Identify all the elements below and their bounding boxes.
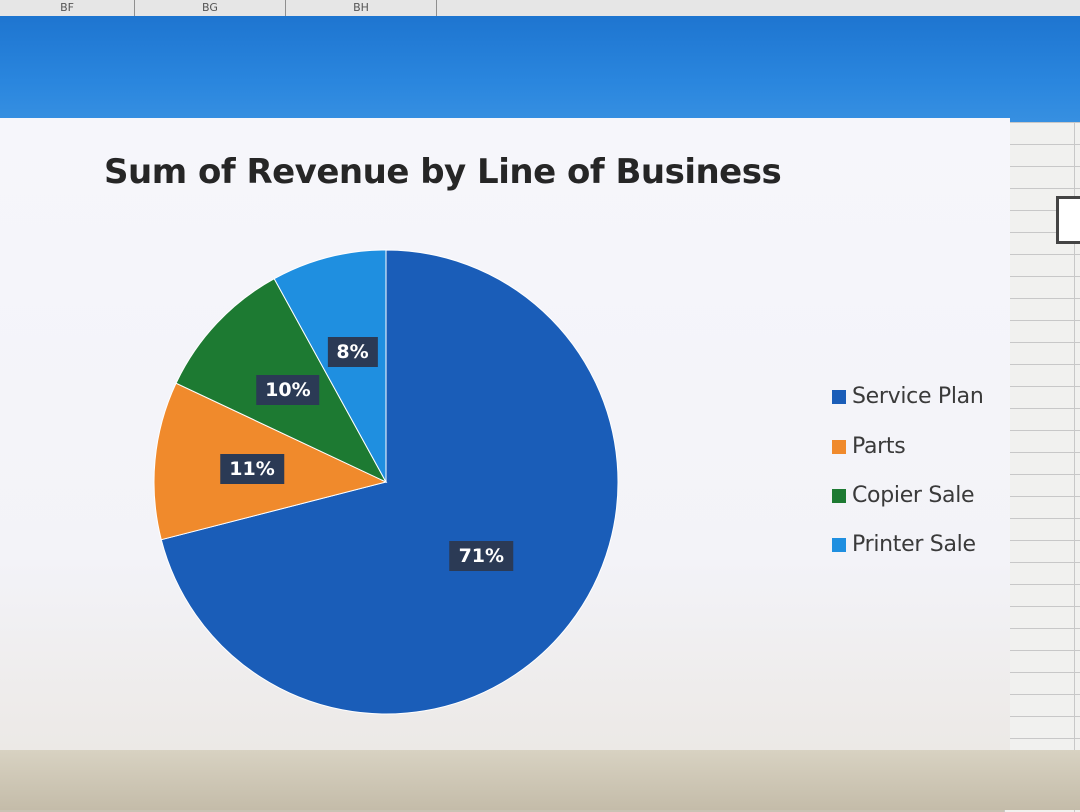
data-label-printer-sale: 8% bbox=[327, 336, 378, 367]
legend-swatch-printer-sale bbox=[832, 537, 846, 552]
legend-item-copier-sale[interactable]: Copier Sale bbox=[832, 483, 975, 508]
pie-slice-service-plan[interactable] bbox=[160, 249, 619, 715]
legend-label-printer-sale: Printer Sale bbox=[852, 532, 976, 557]
legend-swatch-parts bbox=[832, 439, 846, 454]
data-label-copier-sale: 10% bbox=[256, 374, 320, 405]
legend-swatch-copier-sale bbox=[832, 488, 846, 503]
legend-item-service-plan[interactable]: Service Plan bbox=[832, 384, 984, 409]
legend-label-service-plan: Service Plan bbox=[852, 384, 984, 409]
column-header-bg[interactable]: BG bbox=[135, 0, 286, 16]
worksheet-blue-band bbox=[0, 16, 1080, 136]
legend-item-parts[interactable]: Parts bbox=[832, 434, 906, 459]
legend-label-copier-sale: Copier Sale bbox=[852, 483, 975, 508]
screen-bottom-edge bbox=[0, 750, 1080, 810]
column-header-bh[interactable]: BH bbox=[286, 0, 437, 16]
column-header-bf[interactable]: BF bbox=[0, 0, 135, 16]
selected-cell[interactable] bbox=[1056, 196, 1080, 244]
legend-swatch-service-plan bbox=[832, 389, 846, 404]
data-label-service-plan: 71% bbox=[449, 540, 514, 571]
data-label-parts: 11% bbox=[220, 454, 284, 485]
chart-title[interactable]: Sum of Revenue by Line of Business bbox=[104, 152, 782, 192]
legend-label-parts: Parts bbox=[852, 434, 906, 459]
legend-item-printer-sale[interactable]: Printer Sale bbox=[832, 532, 976, 557]
